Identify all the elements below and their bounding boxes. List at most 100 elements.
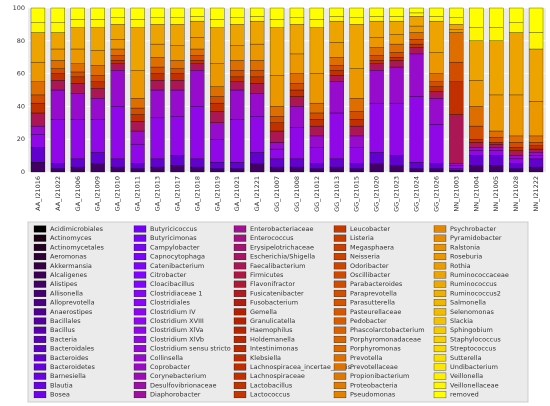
legend-swatch — [433, 317, 447, 325]
bar-segment — [349, 24, 364, 69]
bar-segment — [190, 158, 205, 168]
legend-swatch — [33, 326, 47, 334]
bar-segment — [329, 57, 344, 66]
bar-segment — [329, 166, 344, 173]
bar-segment — [130, 163, 145, 169]
bar-segment — [249, 76, 265, 84]
legend-label: Clostridium XVIII — [150, 317, 204, 325]
legend-swatch — [333, 299, 347, 307]
legend-label: Selenomonas — [450, 308, 494, 316]
bar-segment — [130, 7, 145, 20]
legend-label: Alloprevotella — [50, 299, 95, 307]
bar-segment — [130, 168, 145, 173]
bar-segment — [30, 134, 46, 148]
bar-segment — [30, 32, 46, 63]
legend-swatch — [33, 335, 47, 343]
bar-segment — [449, 163, 464, 166]
bar-segment — [389, 102, 404, 156]
bar-segment — [429, 124, 444, 164]
bar-segment — [349, 111, 364, 120]
legend-swatch — [33, 262, 47, 270]
bar-segment — [70, 27, 85, 50]
bar-segment — [50, 22, 66, 33]
legend-label: Pedobacter — [350, 317, 387, 325]
bar-segment — [190, 60, 205, 64]
bar-segment — [230, 168, 245, 173]
bar-segment — [469, 165, 484, 173]
legend-swatch — [33, 225, 47, 233]
bar-segment — [429, 168, 444, 173]
legend-label: Barnesiella — [50, 372, 86, 380]
bar-segment — [289, 53, 305, 74]
bar-segment — [110, 63, 125, 71]
legend-label: Parabacteroides — [350, 280, 403, 288]
bar-segment — [508, 163, 524, 169]
bar-segment — [90, 152, 105, 164]
bar-segment — [369, 60, 384, 64]
x-tick-label: GG_I21024 — [413, 176, 421, 212]
bar-segment — [30, 7, 46, 23]
legend-label: Undibacterium — [450, 363, 498, 371]
legend-swatch — [233, 289, 247, 297]
legend-label: Roseburia — [450, 253, 482, 261]
bar-segment — [230, 76, 245, 82]
legend-label: Propionibacterium — [350, 372, 409, 380]
bar-segment — [249, 163, 265, 173]
legend-label: Lachnospiraceae — [250, 372, 305, 380]
legend-label: Parasutterella — [350, 299, 395, 307]
bar-segment — [249, 116, 265, 153]
legend-swatch — [433, 225, 447, 233]
legend-label: Proteobacteria — [350, 381, 398, 389]
bar-segment — [449, 29, 464, 33]
bar-segment — [249, 93, 265, 117]
legend-swatch — [33, 243, 47, 251]
bar-segment — [508, 168, 524, 173]
bar-segment — [249, 43, 265, 61]
legend-label: Granulicatella — [250, 317, 295, 325]
bar-segment — [269, 148, 285, 160]
legend-swatch — [233, 243, 247, 251]
bar-segment — [30, 94, 46, 104]
legend-swatch — [133, 262, 147, 270]
bar-segment — [150, 73, 165, 81]
legend-swatch — [233, 345, 247, 353]
bar-segment — [190, 166, 205, 173]
bar-segment — [349, 98, 364, 112]
x-tick-label: GA_I21010 — [114, 176, 122, 211]
bar-segment — [249, 152, 265, 164]
bar-segment — [150, 24, 165, 45]
legend-swatch — [333, 280, 347, 288]
legend-swatch — [133, 354, 147, 362]
legend-swatch — [233, 271, 247, 279]
bar-segment — [528, 48, 544, 102]
x-tick-label: GG_I21012 — [313, 176, 321, 212]
bar-segment — [489, 27, 504, 41]
legend-label: Flavonifractor — [250, 280, 295, 288]
bar-segment — [30, 81, 46, 96]
bar-segment — [170, 17, 185, 25]
legend-label: Lachnospiracea_incertae_sedis — [250, 363, 351, 371]
legend-label: Pseudomonas — [350, 391, 396, 399]
legend-label: Erysipelotrichaceae — [250, 243, 314, 251]
bar-segment — [469, 40, 484, 81]
legend-swatch — [333, 372, 347, 380]
legend-label: Pyramidobacter — [450, 234, 502, 242]
bar-segment — [389, 16, 404, 22]
bar-segment — [528, 101, 544, 137]
bar-segment — [170, 7, 185, 18]
bar-segment — [150, 80, 165, 91]
legend-swatch — [33, 280, 47, 288]
legend-swatch — [33, 354, 47, 362]
bar-segment — [210, 162, 225, 169]
bar-segment — [449, 17, 464, 25]
legend-swatch — [133, 363, 147, 371]
bar-segment — [489, 130, 504, 138]
bar-segment — [449, 81, 464, 115]
bar-segment — [349, 163, 364, 169]
bar-segment — [150, 166, 165, 173]
bar-segment — [309, 163, 325, 169]
bar-segment — [309, 27, 325, 74]
x-tick-label: GG_I21023 — [393, 176, 401, 212]
bar-segment — [170, 60, 185, 69]
bar-segment — [150, 7, 165, 18]
